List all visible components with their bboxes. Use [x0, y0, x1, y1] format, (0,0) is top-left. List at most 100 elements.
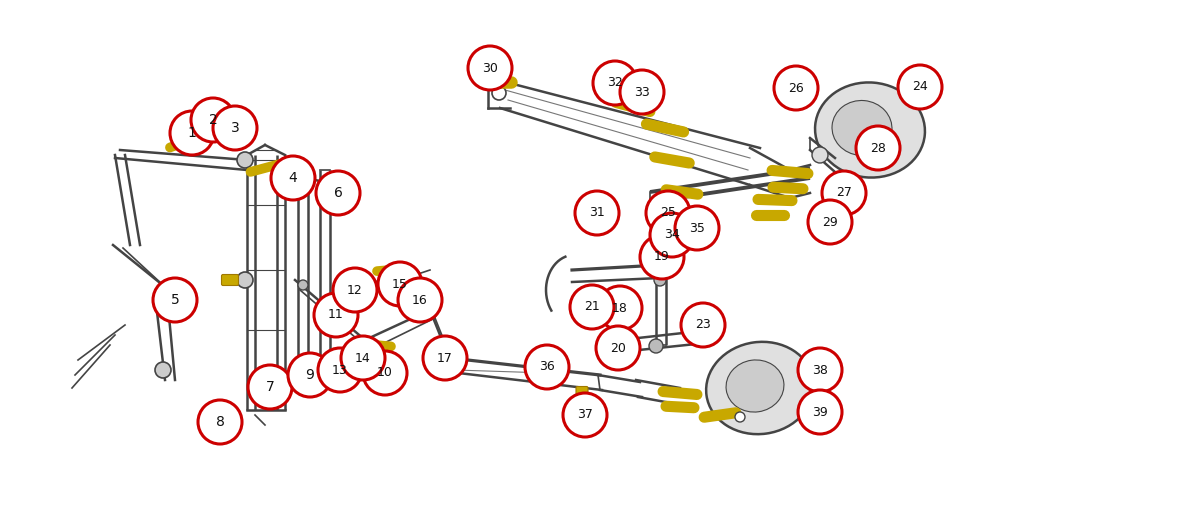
- Circle shape: [271, 156, 314, 200]
- Circle shape: [492, 86, 506, 100]
- Text: 13: 13: [332, 363, 348, 377]
- Circle shape: [318, 348, 362, 392]
- Circle shape: [191, 98, 235, 142]
- Circle shape: [598, 286, 642, 330]
- Text: 23: 23: [695, 318, 710, 331]
- Circle shape: [596, 326, 640, 370]
- FancyBboxPatch shape: [233, 126, 247, 137]
- FancyBboxPatch shape: [222, 275, 239, 285]
- Text: 20: 20: [610, 342, 626, 354]
- Text: 1: 1: [187, 126, 197, 140]
- Text: 14: 14: [355, 351, 371, 364]
- Circle shape: [378, 262, 422, 306]
- FancyBboxPatch shape: [326, 311, 337, 326]
- Circle shape: [798, 348, 842, 392]
- Circle shape: [822, 171, 866, 215]
- Circle shape: [808, 200, 852, 244]
- Text: 10: 10: [377, 366, 392, 379]
- Circle shape: [238, 272, 253, 288]
- Text: 7: 7: [265, 380, 275, 394]
- Circle shape: [288, 353, 332, 397]
- Ellipse shape: [706, 342, 814, 434]
- Text: 16: 16: [412, 294, 428, 307]
- FancyBboxPatch shape: [650, 246, 662, 270]
- Circle shape: [654, 274, 666, 286]
- Text: 39: 39: [812, 406, 828, 418]
- Text: 18: 18: [612, 301, 628, 314]
- Circle shape: [468, 46, 512, 90]
- Text: 38: 38: [812, 363, 828, 377]
- Text: 27: 27: [836, 186, 852, 200]
- Text: 28: 28: [870, 141, 886, 154]
- Circle shape: [798, 390, 842, 434]
- Text: 15: 15: [392, 278, 408, 291]
- Circle shape: [364, 351, 407, 395]
- Circle shape: [682, 303, 725, 347]
- Text: 32: 32: [607, 76, 623, 89]
- Circle shape: [214, 106, 257, 150]
- Circle shape: [620, 70, 664, 114]
- Text: 21: 21: [584, 300, 600, 314]
- Ellipse shape: [832, 101, 892, 155]
- Circle shape: [398, 278, 442, 322]
- Text: 17: 17: [437, 351, 452, 364]
- Circle shape: [649, 339, 662, 353]
- Circle shape: [314, 293, 358, 337]
- FancyBboxPatch shape: [257, 385, 270, 398]
- Circle shape: [424, 336, 467, 380]
- Circle shape: [774, 66, 818, 110]
- Circle shape: [248, 365, 292, 409]
- Text: 31: 31: [589, 206, 605, 219]
- Text: 9: 9: [306, 368, 314, 382]
- Circle shape: [364, 339, 373, 349]
- Text: 25: 25: [660, 206, 676, 219]
- Text: 11: 11: [328, 309, 344, 321]
- Circle shape: [575, 191, 619, 235]
- Text: 35: 35: [689, 221, 704, 234]
- FancyBboxPatch shape: [539, 368, 553, 381]
- Text: 6: 6: [334, 186, 342, 200]
- Circle shape: [341, 336, 385, 380]
- Text: 30: 30: [482, 61, 498, 74]
- Circle shape: [154, 278, 197, 322]
- Circle shape: [316, 171, 360, 215]
- Text: 24: 24: [912, 80, 928, 93]
- Text: 12: 12: [347, 283, 362, 297]
- Circle shape: [694, 322, 706, 334]
- Circle shape: [170, 111, 214, 155]
- Text: 5: 5: [170, 293, 179, 307]
- Circle shape: [410, 270, 420, 280]
- Circle shape: [812, 147, 828, 163]
- Circle shape: [674, 206, 719, 250]
- FancyBboxPatch shape: [212, 121, 223, 138]
- Text: 34: 34: [664, 229, 680, 241]
- Text: 8: 8: [216, 415, 224, 429]
- FancyBboxPatch shape: [691, 326, 708, 338]
- Circle shape: [563, 393, 607, 437]
- Circle shape: [650, 213, 694, 257]
- Text: 2: 2: [209, 113, 217, 127]
- Text: 29: 29: [822, 216, 838, 229]
- Text: 26: 26: [788, 82, 804, 94]
- Circle shape: [734, 412, 745, 422]
- Circle shape: [593, 61, 637, 105]
- Circle shape: [646, 191, 690, 235]
- FancyBboxPatch shape: [576, 386, 588, 408]
- Circle shape: [898, 65, 942, 109]
- Circle shape: [526, 345, 569, 389]
- Circle shape: [856, 126, 900, 170]
- Circle shape: [640, 235, 684, 279]
- Circle shape: [238, 152, 253, 168]
- Circle shape: [198, 400, 242, 444]
- Text: 36: 36: [539, 361, 554, 374]
- Ellipse shape: [726, 360, 784, 412]
- Text: 33: 33: [634, 86, 650, 99]
- Text: 37: 37: [577, 409, 593, 422]
- Text: 3: 3: [230, 121, 239, 135]
- Circle shape: [337, 281, 347, 291]
- Ellipse shape: [815, 83, 925, 178]
- Circle shape: [334, 268, 377, 312]
- Circle shape: [155, 362, 172, 378]
- Circle shape: [570, 285, 614, 329]
- Text: 19: 19: [654, 250, 670, 264]
